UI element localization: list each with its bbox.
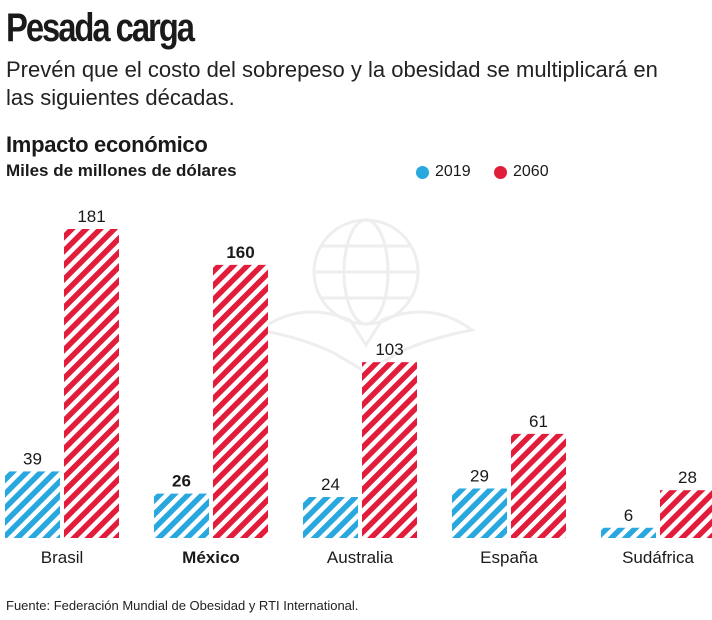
legend-label-2060: 2060 [513,163,549,180]
units-label: Miles de millones de dólares [6,161,237,180]
value-label-2019-4: 6 [624,506,633,525]
category-label-2: Australia [327,548,394,567]
category-label-3: España [480,548,538,567]
chart-title: Pesada carga [6,6,195,50]
bar-2019-0 [5,471,60,538]
bar-2019-2 [303,497,358,538]
bar-2060-2 [362,362,417,538]
bar-2019-1 [154,493,209,538]
bar-2019-3 [452,488,507,538]
legend-item-2060: 2060 [494,163,549,181]
value-label-2060-0: 181 [77,207,105,226]
category-label-0: Brasil [41,548,84,567]
watermark-eagle-emblem [256,218,476,374]
source-note: Fuente: Federación Mundial de Obesidad y… [6,598,359,613]
value-label-2019-1: 26 [172,472,191,491]
value-label-2060-1: 160 [226,243,254,262]
value-label-2060-3: 61 [529,412,548,431]
value-label-2019-2: 24 [321,475,340,494]
legend-item-2019: 2019 [416,163,471,181]
value-label-2060-2: 103 [375,340,403,359]
category-label-4: Sudáfrica [622,548,694,567]
value-label-2060-4: 28 [678,468,697,487]
bar-2060-0 [64,229,119,538]
bar-2060-3 [511,433,566,538]
value-label-2019-3: 29 [470,466,489,485]
section-heading: Impacto económico [6,132,208,157]
legend-swatch-2060 [494,165,507,179]
value-label-2019-0: 39 [23,449,42,468]
bar-2060-1 [213,264,268,538]
legend-label-2019: 2019 [435,163,471,180]
chart-subtitle: Prevén que el costo del sobrepeso y la o… [6,57,658,110]
bar-2019-4 [601,527,656,538]
category-label-1: México [182,548,240,567]
bar-2060-4 [660,490,712,538]
legend-swatch-2019 [416,165,429,179]
